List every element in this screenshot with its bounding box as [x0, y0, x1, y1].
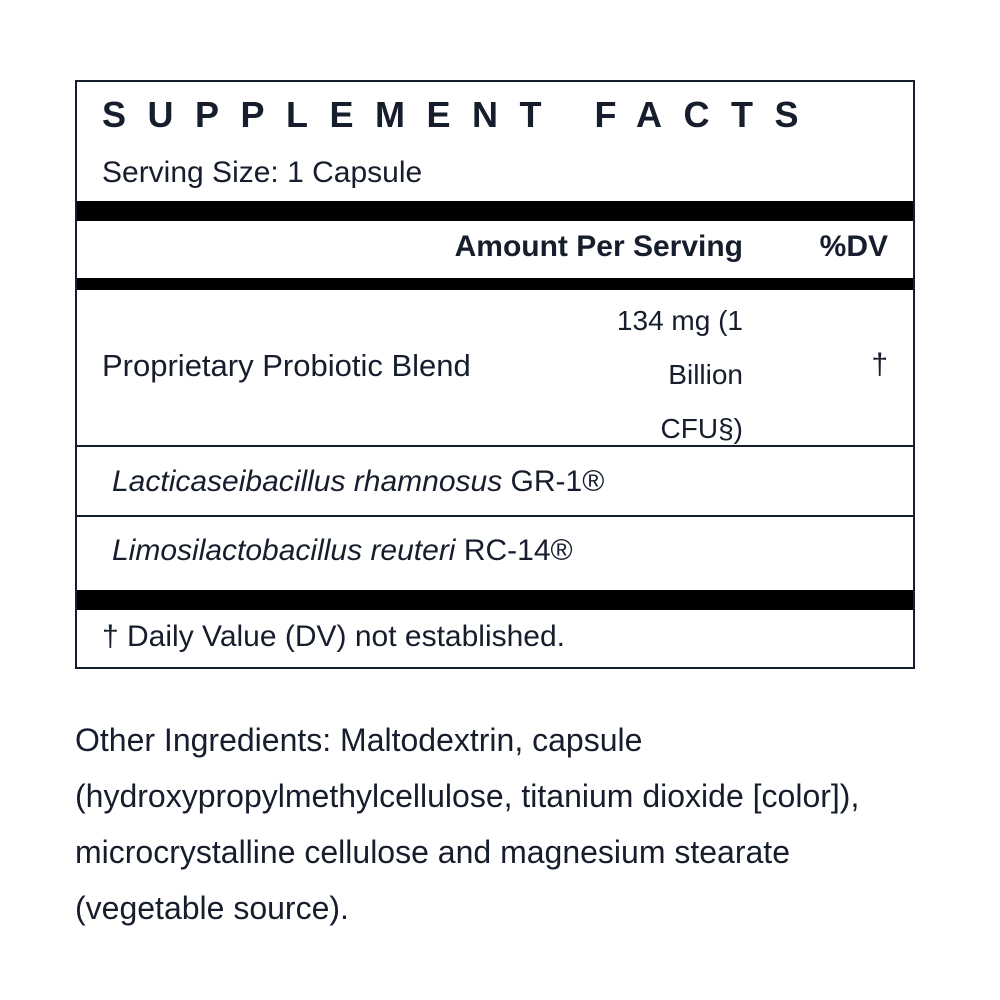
amount-line: 134 mg (1: [616, 305, 743, 336]
dv-header: %DV: [819, 230, 888, 263]
thick-divider: [77, 278, 913, 290]
divider: [77, 445, 913, 447]
strain-code: GR-1®: [502, 465, 605, 498]
amount-line: Billion: [668, 359, 743, 390]
thick-divider: [77, 590, 913, 610]
strain-species: Lacticaseibacillus rhamnosus: [112, 465, 503, 498]
amount-line: CFU§): [660, 413, 743, 444]
thick-divider: [77, 201, 913, 221]
supplement-facts-panel: SUPPLEMENT FACTS Serving Size: 1 Capsule…: [75, 80, 915, 669]
panel-title: SUPPLEMENT FACTS: [102, 94, 821, 135]
divider: [77, 515, 913, 517]
strain-code: RC-14®: [455, 534, 573, 567]
serving-size: Serving Size: 1 Capsule: [102, 156, 423, 189]
strain-species: Limosilactobacillus reuteri: [112, 534, 456, 567]
blend-dv: †: [871, 348, 888, 381]
ingredient-row: Lacticaseibacillus rhamnosus GR-1®: [112, 465, 604, 499]
blend-amount: 134 mg (1 Billion CFU§): [617, 294, 743, 456]
ingredient-row: Limosilactobacillus reuteri RC-14®: [112, 534, 573, 568]
blend-name: Proprietary Probiotic Blend: [102, 348, 471, 383]
footnote: † Daily Value (DV) not established.: [102, 620, 566, 653]
amount-header: Amount Per Serving: [454, 230, 743, 263]
other-ingredients: Other Ingredients: Maltodextrin, capsule…: [75, 722, 860, 926]
